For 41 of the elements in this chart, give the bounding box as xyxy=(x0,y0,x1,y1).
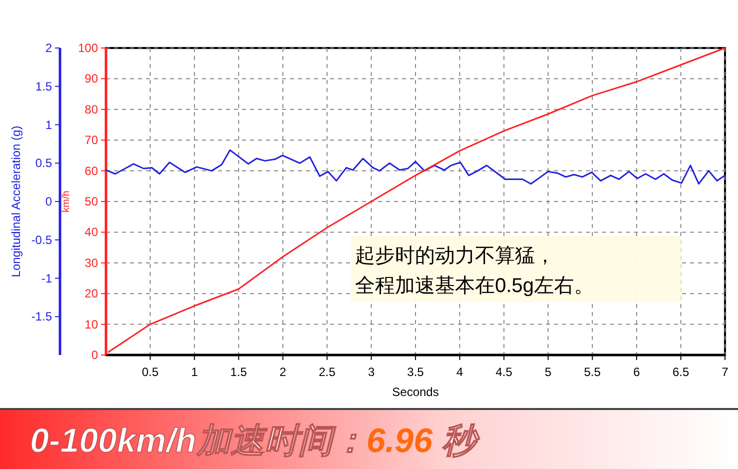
annotation: 全程加速基本在0.5g左右。 xyxy=(355,275,594,297)
annotation: 起步时的动力不算猛， xyxy=(355,245,555,267)
y-tick-label: 40 xyxy=(84,225,98,240)
y2-tick-label: 1.5 xyxy=(35,79,52,94)
y-axis-title: km/h xyxy=(61,190,72,212)
y2-tick-label: -1.5 xyxy=(31,310,52,324)
y-tick-label: 30 xyxy=(84,256,98,270)
y-tick-label: 100 xyxy=(78,41,98,55)
x-tick-label: 0.5 xyxy=(142,365,159,379)
x-axis-title: Seconds xyxy=(392,385,439,399)
y-tick-label: 80 xyxy=(84,102,98,116)
y-tick-label: 90 xyxy=(84,72,98,86)
y2-tick-label: -1 xyxy=(41,271,52,286)
x-tick-label: 1.5 xyxy=(230,365,248,379)
x-tick-label: 6.5 xyxy=(672,365,690,379)
y2-tick-label: 2 xyxy=(45,41,52,55)
x-tick-label: 4.5 xyxy=(496,365,513,379)
y2-tick-label: -0.5 xyxy=(31,232,52,247)
x-tick-label: 3 xyxy=(368,365,375,379)
x-tick-label: 5.5 xyxy=(584,365,602,379)
y2-tick-label: 0.5 xyxy=(35,156,52,170)
y-tick-label: 10 xyxy=(84,317,98,332)
y2-tick-label: 0 xyxy=(45,194,52,208)
x-tick-label: 2 xyxy=(280,365,287,379)
y-tick-label: 50 xyxy=(84,194,98,208)
y2-tick-label: 1 xyxy=(45,118,52,132)
y-tick-label: 60 xyxy=(84,164,98,178)
y-tick-label: 70 xyxy=(84,133,98,148)
text: 0-100km/h加速时间：6.96 秒 xyxy=(30,422,480,460)
x-tick-label: 2.5 xyxy=(318,365,336,379)
x-tick-label: 1 xyxy=(191,365,198,379)
x-tick-label: 6 xyxy=(633,365,640,379)
y2-axis-title: Longitudinal Acceleration (g) xyxy=(9,126,23,278)
line-series xyxy=(108,47,726,353)
x-tick-label: 3.5 xyxy=(407,365,424,379)
y-tick-label: 0 xyxy=(91,348,98,362)
line-series xyxy=(105,149,726,185)
y-tick-label: 20 xyxy=(84,286,98,301)
x-tick-label: 4 xyxy=(456,365,464,379)
x-tick-label: 5 xyxy=(544,365,552,379)
x-tick-label: 7 xyxy=(722,365,729,379)
